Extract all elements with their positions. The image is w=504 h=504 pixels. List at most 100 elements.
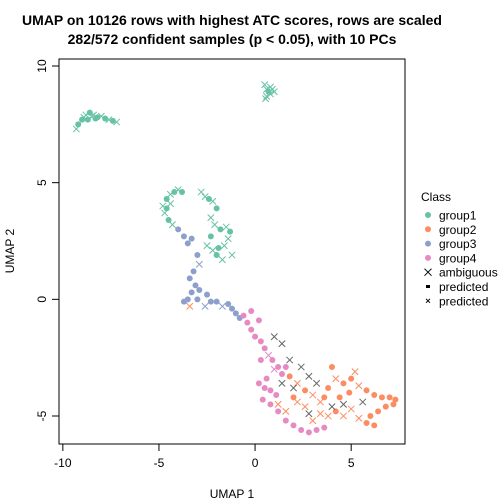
group2-cross-point [309, 417, 317, 425]
group3-point [188, 289, 195, 296]
group3-point [192, 282, 199, 289]
group4-point [244, 319, 251, 326]
group4-point [282, 417, 289, 424]
group1-cross-point [207, 214, 215, 222]
group2-point [302, 387, 309, 394]
group3-point [184, 240, 191, 247]
ambiguous-cross-point [359, 398, 367, 406]
predicted-legend-dash [426, 285, 430, 288]
group4-point [278, 371, 285, 377]
group3-point [232, 310, 239, 317]
chart-title-line2: 282/572 confident samples (p < 0.05), wi… [68, 31, 397, 47]
group1-cross-point [270, 88, 278, 96]
group2-point [363, 387, 370, 394]
x-tick-label: 5 [348, 456, 355, 470]
y-tick-label: 5 [35, 179, 49, 186]
group4-point [261, 385, 268, 391]
group3-point [190, 268, 197, 275]
group1-cross-point [197, 188, 205, 196]
group3-point [188, 235, 195, 242]
group1-point [213, 205, 220, 212]
group2-cross-point [324, 412, 332, 420]
group4-legend-dot [425, 254, 431, 261]
y-tick-label: 10 [35, 59, 49, 73]
group2-cross-point [351, 368, 359, 376]
group2-point [290, 394, 297, 401]
group1-point [215, 245, 222, 251]
group1-point [171, 189, 178, 195]
x-tick-label: 0 [252, 456, 259, 470]
group2-cross-point [355, 382, 363, 390]
group4-point [298, 427, 305, 433]
x-axis-label: UMAP 1 [210, 487, 255, 501]
group1-point [165, 217, 172, 223]
group2-cross-point [347, 405, 355, 413]
y-tick-label: 0 [35, 296, 49, 303]
group4-point [255, 317, 262, 324]
group1-point [207, 233, 214, 240]
group2-point [382, 403, 389, 410]
group1-cross-point [211, 221, 219, 229]
legend-label: ambiguous [439, 266, 498, 280]
group2-point [325, 385, 332, 391]
group4-point [248, 326, 255, 333]
ambiguous-legend-cross [424, 268, 432, 277]
group1-legend-dot [425, 212, 431, 218]
legend-label: group2 [439, 223, 477, 237]
group2-point [348, 375, 355, 382]
group1-point [92, 115, 99, 122]
group1-cross-point [166, 200, 175, 208]
group2-point [346, 389, 353, 396]
group4-point [282, 364, 289, 370]
group2-point [363, 420, 370, 426]
group2-cross-point [293, 398, 301, 406]
group1-point [179, 189, 186, 195]
ambiguous-cross-point [339, 400, 348, 408]
x-axis: -10 -5 0 5 [54, 443, 355, 470]
group4-point [275, 408, 282, 415]
group2-legend-dot [425, 226, 431, 233]
group2-point [336, 394, 343, 401]
group2-point [392, 396, 399, 403]
group2-point [371, 392, 378, 398]
group1-cross-point [263, 92, 271, 100]
group2-cross-point [316, 398, 324, 406]
group3-point [225, 301, 232, 307]
group3-cross-point [201, 302, 209, 310]
group2-point [340, 380, 347, 387]
legend-label: group4 [439, 251, 477, 265]
group3-point [186, 275, 193, 282]
group2-cross-point [309, 391, 317, 399]
group1-point [227, 228, 234, 235]
group2-point [286, 373, 293, 380]
group4-point [267, 401, 274, 408]
x-tick-label: -10 [54, 456, 72, 470]
group4-point [240, 312, 247, 319]
y-axis-label: UMAP 2 [3, 228, 17, 273]
group2-cross-point [301, 403, 309, 411]
legend-label: predicted [439, 294, 488, 308]
group3-point [180, 233, 187, 240]
predicted-legend-smallcross [425, 298, 431, 304]
group1-cross-point [222, 223, 230, 231]
group1-point [217, 226, 224, 233]
group4-point [321, 424, 328, 431]
ambiguous-cross-point [313, 379, 321, 387]
legend-label: group1 [439, 209, 477, 223]
group4-point [313, 427, 320, 433]
group2-cross-point [339, 412, 348, 420]
ambiguous-cross-point [286, 356, 294, 364]
ambiguous-cross-point [305, 372, 313, 380]
plot-frame [58, 58, 406, 445]
group3-point [194, 252, 201, 258]
x-tick-label: -5 [154, 456, 165, 470]
group4-cross-point [270, 365, 278, 373]
group1-cross-point [218, 256, 226, 264]
group1-point [213, 252, 220, 258]
group1-point [163, 205, 170, 212]
group1-cross-point [220, 242, 228, 250]
group3-point [204, 291, 211, 298]
group1-cross-point [209, 197, 217, 205]
group4-point [269, 357, 276, 363]
group3-point [207, 298, 214, 305]
